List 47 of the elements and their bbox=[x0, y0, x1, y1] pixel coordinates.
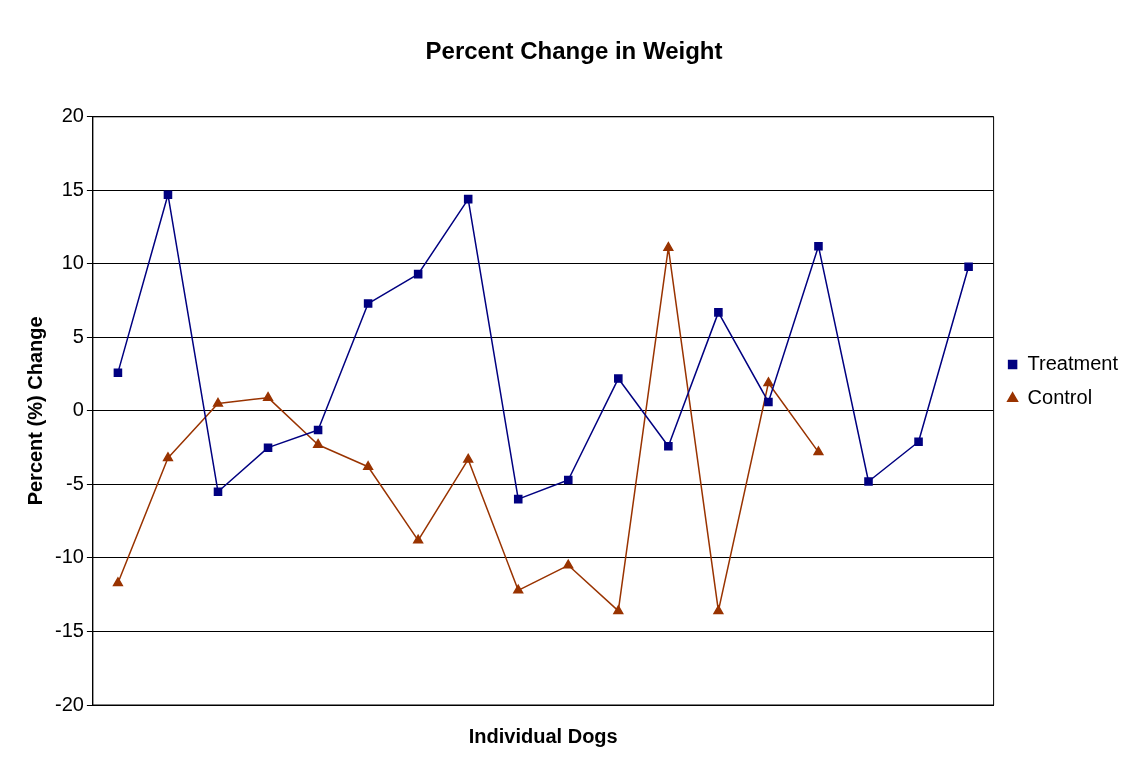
point bbox=[413, 269, 423, 279]
point bbox=[513, 584, 524, 594]
point bbox=[614, 374, 623, 383]
point bbox=[563, 475, 573, 485]
point bbox=[513, 494, 523, 504]
y-tick-label: -5 bbox=[66, 471, 84, 494]
point bbox=[713, 605, 724, 615]
point bbox=[914, 437, 923, 447]
point bbox=[113, 368, 123, 377]
point bbox=[363, 461, 374, 471]
point bbox=[964, 262, 973, 272]
point bbox=[413, 534, 424, 544]
point bbox=[764, 397, 773, 407]
point bbox=[763, 377, 774, 387]
point bbox=[212, 397, 224, 407]
point bbox=[313, 438, 324, 448]
point bbox=[263, 443, 273, 452]
point bbox=[814, 241, 823, 251]
point bbox=[663, 241, 674, 251]
y-tick-label: 5 bbox=[72, 324, 84, 347]
y-tick-label: 0 bbox=[72, 398, 84, 421]
y-tick-label: 15 bbox=[61, 177, 84, 200]
point bbox=[163, 190, 173, 200]
y-tick-label: -15 bbox=[55, 618, 84, 641]
y-tick-label: 20 bbox=[61, 104, 84, 127]
point bbox=[714, 308, 723, 317]
point bbox=[162, 452, 174, 462]
y-tick-label: -10 bbox=[55, 545, 84, 568]
y-tick-label: 10 bbox=[61, 251, 84, 274]
point bbox=[463, 194, 473, 204]
point bbox=[864, 477, 873, 486]
point bbox=[463, 453, 474, 463]
point bbox=[613, 605, 624, 615]
x-axis-title: Individual Dogs bbox=[468, 724, 618, 747]
point bbox=[313, 425, 323, 435]
point bbox=[112, 577, 124, 587]
y-axis-title: Percent (%) Change bbox=[23, 316, 46, 506]
legend-label: Treatment bbox=[1027, 352, 1119, 375]
point bbox=[262, 391, 274, 401]
point bbox=[563, 559, 574, 569]
point bbox=[813, 446, 824, 456]
point bbox=[664, 441, 673, 451]
point bbox=[363, 299, 373, 308]
chart-title: Percent Change in Weight bbox=[425, 37, 723, 65]
legend-label: Control bbox=[1027, 386, 1093, 409]
point bbox=[213, 487, 223, 497]
y-tick-label: -20 bbox=[55, 692, 84, 715]
